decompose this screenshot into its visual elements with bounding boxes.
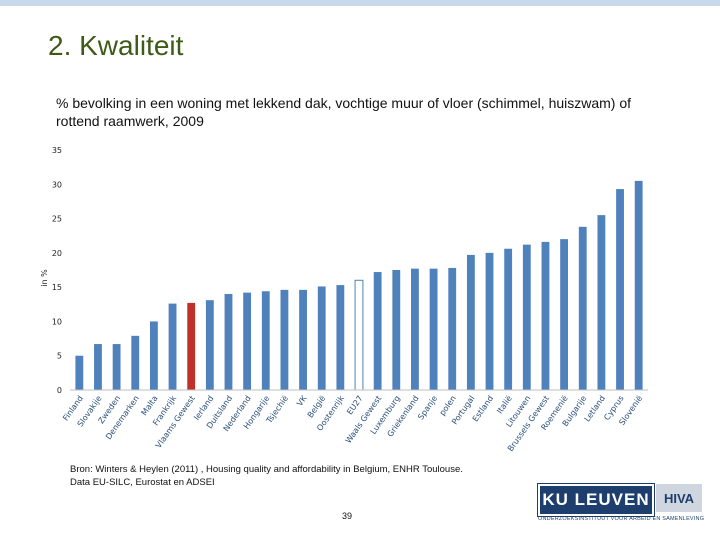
bar xyxy=(224,294,233,390)
logo-caption: ONDERZOEKSINSTITUUT VOOR ARBEID EN SAMEN… xyxy=(538,516,705,522)
bar xyxy=(354,279,364,391)
y-tick-label: 5 xyxy=(57,352,62,361)
bar xyxy=(261,291,270,390)
bar xyxy=(597,215,606,390)
top-accent-bar xyxy=(0,0,720,6)
slide-title: 2. Kwaliteit xyxy=(48,30,184,61)
x-tick-label: Spanje xyxy=(416,394,439,422)
y-tick-label: 20 xyxy=(52,249,62,258)
y-tick-label: 35 xyxy=(52,146,62,155)
y-tick-label: 30 xyxy=(52,180,62,189)
x-tick-label: VK xyxy=(295,393,309,408)
bar xyxy=(522,244,531,390)
bar xyxy=(317,286,326,390)
bar xyxy=(616,189,624,390)
hiva-logo: HIVA xyxy=(656,484,702,512)
y-tick-label: 15 xyxy=(52,283,62,292)
bar xyxy=(243,292,252,390)
bar xyxy=(112,344,121,390)
bar xyxy=(168,303,177,390)
bar xyxy=(131,335,140,390)
bar xyxy=(149,321,158,390)
bar xyxy=(205,300,214,390)
ku-leuven-logo: KU LEUVEN xyxy=(538,484,654,516)
bar xyxy=(466,254,475,390)
page-number: 39 xyxy=(342,511,353,521)
bar xyxy=(94,344,102,390)
bar xyxy=(280,289,289,390)
bar-chart: in %05101520253035FinlandSlovakijeZweden… xyxy=(40,146,648,453)
y-axis-label: in % xyxy=(40,269,49,287)
bar xyxy=(504,248,513,390)
chart-subtitle: % bevolking in een woning met lekkend da… xyxy=(56,95,632,129)
bar xyxy=(299,289,307,390)
source-line-1: Bron: Winters & Heylen (2011) , Housing … xyxy=(70,464,463,475)
bar xyxy=(560,239,569,390)
bar xyxy=(429,268,438,390)
y-tick-label: 0 xyxy=(57,386,62,395)
bar xyxy=(541,241,550,390)
y-tick-label: 10 xyxy=(52,317,62,326)
source-line-2: Data EU-SILC, Eurostat en ADSEI xyxy=(70,477,215,488)
bar xyxy=(485,252,494,390)
bar xyxy=(578,226,587,390)
bar xyxy=(75,355,84,390)
bar xyxy=(411,268,419,390)
bar xyxy=(373,272,382,390)
bar xyxy=(448,267,457,390)
source-note: Bron: Winters & Heylen (2011) , Housing … xyxy=(70,463,463,489)
bar xyxy=(392,270,401,390)
bar xyxy=(187,302,196,390)
bar xyxy=(634,180,643,390)
x-tick-label: Italië xyxy=(495,394,514,415)
bar xyxy=(336,285,345,390)
y-tick-label: 25 xyxy=(52,215,62,224)
